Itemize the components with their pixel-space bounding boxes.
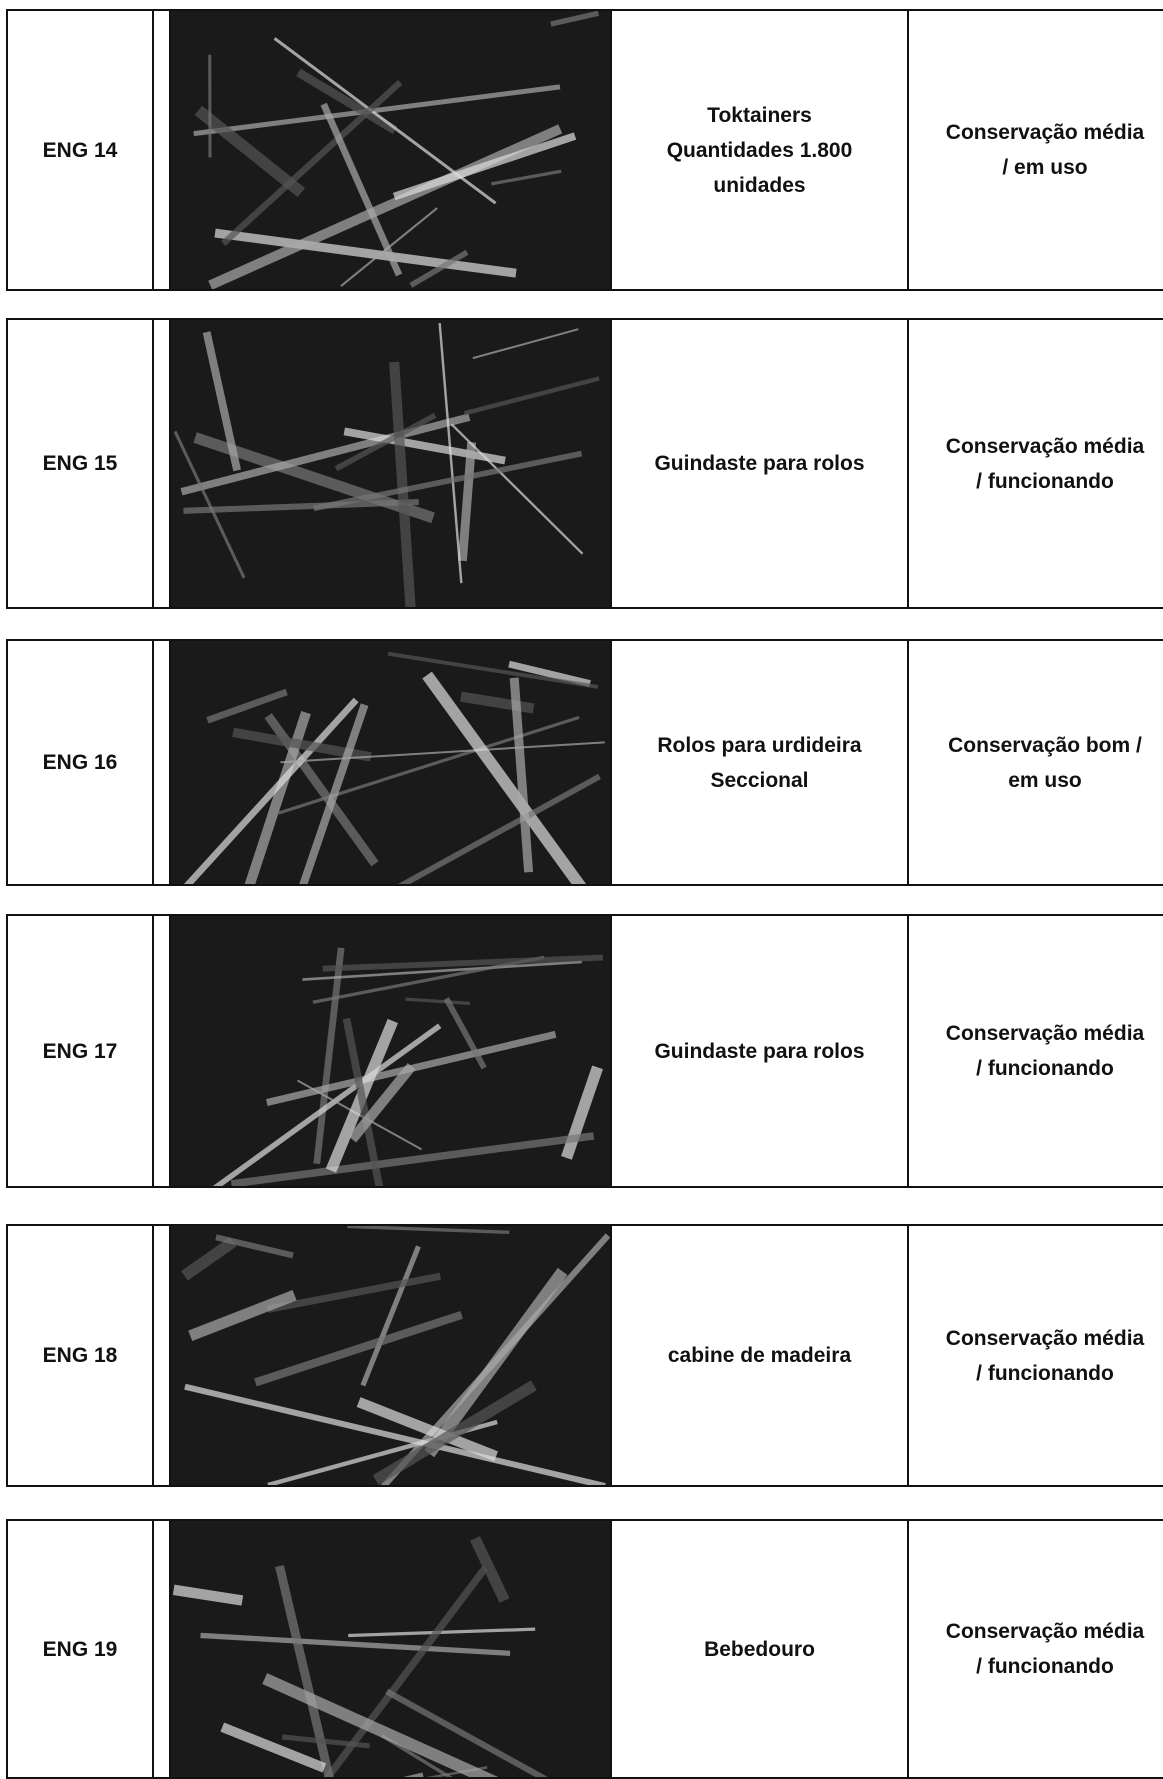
item-description: Bebedouro xyxy=(610,1521,909,1777)
item-id: ENG 18 xyxy=(8,1226,154,1485)
item-status: Conservação média/ em uso xyxy=(909,11,1163,289)
photo xyxy=(171,916,610,1186)
item-id: ENG 17 xyxy=(8,916,154,1186)
description-line: Bebedouro xyxy=(704,1632,815,1667)
spacer xyxy=(154,1521,171,1777)
photo xyxy=(171,320,610,607)
item-id-text: ENG 19 xyxy=(43,1632,118,1667)
description-line: Quantidades 1.800 xyxy=(667,133,853,168)
description-line: Guindaste para rolos xyxy=(654,1034,864,1069)
item-photo xyxy=(171,916,610,1186)
item-status: Conservação média/ funcionando xyxy=(909,1521,1163,1777)
item-id-text: ENG 16 xyxy=(43,745,118,780)
status-line: Conservação bom / xyxy=(929,728,1161,763)
item-description: Guindaste para rolos xyxy=(610,916,909,1186)
item-photo xyxy=(171,320,610,607)
item-status: Conservação média/ funcionando xyxy=(909,1226,1163,1485)
item-description: cabine de madeira xyxy=(610,1226,909,1485)
table-row: ENG 19 Bebedouro Conservação média/ funcio… xyxy=(6,1519,1163,1779)
photo xyxy=(171,641,610,884)
status-line: Conservação média xyxy=(929,1614,1161,1649)
item-id: ENG 15 xyxy=(8,320,154,607)
photo xyxy=(171,1226,610,1485)
description-line: cabine de madeira xyxy=(668,1338,851,1373)
item-id-text: ENG 15 xyxy=(43,446,118,481)
status-line: / funcionando xyxy=(929,464,1161,499)
item-photo xyxy=(171,1226,610,1485)
spacer xyxy=(154,641,171,884)
item-id: ENG 14 xyxy=(8,11,154,289)
item-photo xyxy=(171,1521,610,1777)
spacer xyxy=(154,916,171,1186)
status-line: em uso xyxy=(929,763,1161,798)
description-line: Toktainers xyxy=(707,98,812,133)
table-row: ENG 17 Guindaste para rolos Conservação mé… xyxy=(6,914,1163,1188)
photo xyxy=(171,11,610,289)
table-row: ENG 15 Guindaste para rolos Conservação mé… xyxy=(6,318,1163,609)
item-id: ENG 19 xyxy=(8,1521,154,1777)
photo xyxy=(171,1521,610,1777)
table-row: ENG 18 cabine de madeira Conservação média… xyxy=(6,1224,1163,1487)
item-status: Conservação bom /em uso xyxy=(909,641,1163,884)
status-line: Conservação média xyxy=(929,429,1161,464)
item-photo xyxy=(171,641,610,884)
status-line: / em uso xyxy=(929,150,1161,185)
item-status: Conservação média/ funcionando xyxy=(909,320,1163,607)
item-id-text: ENG 14 xyxy=(43,133,118,168)
item-id: ENG 16 xyxy=(8,641,154,884)
description-line: Seccional xyxy=(710,763,808,798)
status-line: Conservação média xyxy=(929,115,1161,150)
status-line: Conservação média xyxy=(929,1016,1161,1051)
description-line: Rolos para urdideira xyxy=(657,728,861,763)
spacer xyxy=(154,1226,171,1485)
status-line: / funcionando xyxy=(929,1649,1161,1684)
item-description: Guindaste para rolos xyxy=(610,320,909,607)
item-status: Conservação média/ funcionando xyxy=(909,916,1163,1186)
description-line: unidades xyxy=(713,168,805,203)
spacer xyxy=(154,11,171,289)
spacer xyxy=(154,320,171,607)
status-line: Conservação média xyxy=(929,1321,1161,1356)
status-line: / funcionando xyxy=(929,1051,1161,1086)
item-id-text: ENG 18 xyxy=(43,1338,118,1373)
description-line: Guindaste para rolos xyxy=(654,446,864,481)
item-photo xyxy=(171,11,610,289)
item-id-text: ENG 17 xyxy=(43,1034,118,1069)
status-line: / funcionando xyxy=(929,1356,1161,1391)
